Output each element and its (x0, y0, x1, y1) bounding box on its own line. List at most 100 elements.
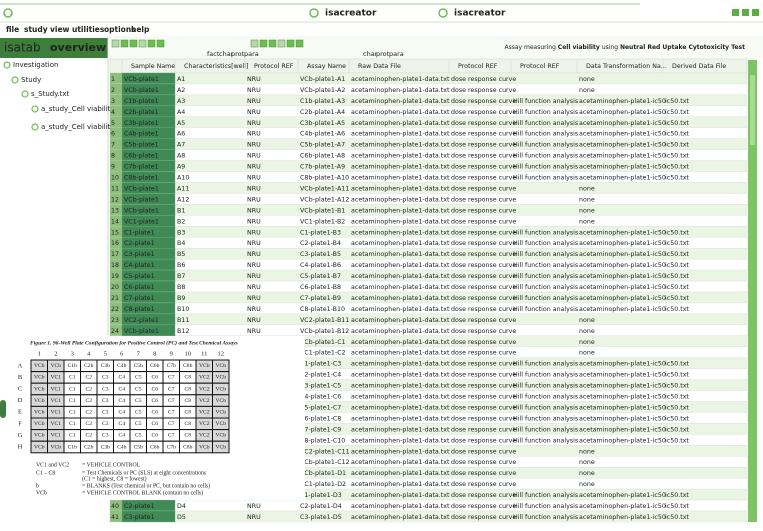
cell-text[interactable]: C3b-plate1 (124, 120, 159, 127)
cell-text[interactable]: dose response curve (451, 229, 516, 236)
side-handle[interactable] (0, 400, 6, 418)
row-number[interactable]: 40 (111, 503, 119, 510)
cell-text[interactable]: dose response curve (451, 339, 516, 346)
cell-text[interactable]: acetaminophen-plate1-ic50 (579, 240, 666, 247)
cell-text[interactable]: ic50.txt (665, 251, 689, 258)
column-header[interactable]: Derived Data File (672, 63, 726, 70)
tool-icon[interactable] (295, 39, 304, 48)
cell-text[interactable]: ic50.txt (665, 295, 689, 302)
cell-text[interactable]: dose response curve (451, 448, 516, 455)
cell-text[interactable]: NRU (247, 328, 261, 335)
row-number[interactable]: 19 (111, 273, 119, 280)
cell-text[interactable]: dose response curve (451, 492, 516, 499)
cell-text[interactable]: ic50.txt (665, 492, 689, 499)
cell-text[interactable]: ic50.txt (665, 153, 689, 160)
cell-text[interactable]: none (579, 448, 595, 455)
cell-text[interactable]: acetaminophen-plate1-ic50 (579, 175, 666, 182)
cell-text[interactable]: ic50.txt (665, 98, 689, 105)
cell-text[interactable]: C6b-plate1-A8 (300, 153, 345, 160)
cell-text[interactable]: dose response curve (451, 415, 516, 422)
row-number[interactable]: 4 (111, 109, 115, 116)
row-number[interactable]: 14 (111, 218, 119, 225)
cell-text[interactable]: Hill function analysis (513, 284, 578, 291)
cell-text[interactable]: dose response curve (451, 306, 516, 313)
row-number[interactable]: 24 (111, 328, 119, 335)
cell-text[interactable]: C6-plate1 (124, 284, 155, 291)
cell-text[interactable]: ic50.txt (665, 372, 689, 379)
cell-text[interactable]: Hill function analysis (513, 426, 578, 433)
cell-text[interactable]: Hill function analysis (513, 295, 578, 302)
cell-text[interactable]: Hill function analysis (513, 273, 578, 280)
cell-text[interactable]: acetaminophen-plate1-data.txt (351, 284, 450, 291)
cell-text[interactable]: ic50.txt (665, 361, 689, 368)
row-number[interactable]: 7 (111, 142, 115, 149)
cell-text[interactable]: Hill function analysis (513, 415, 578, 422)
row-number[interactable]: 6 (111, 131, 115, 138)
cell-text[interactable]: Hill function analysis (513, 503, 578, 510)
cell-text[interactable]: VCb-plate1-B1 (300, 207, 345, 214)
cell-text[interactable]: NRU (247, 120, 261, 127)
cell-text[interactable]: Hill function analysis (513, 514, 578, 521)
row-number[interactable]: 2 (111, 87, 115, 94)
row-number[interactable]: 10 (111, 175, 119, 182)
cell-text[interactable]: VCb-plate1-C12 (300, 459, 350, 466)
cell-text[interactable]: C7b-plate1-A9 (300, 164, 345, 171)
cell-text[interactable]: NRU (247, 142, 261, 149)
cell-text[interactable]: NRU (247, 185, 261, 192)
cell-text[interactable]: C2-plate1-D4 (300, 503, 342, 510)
cell-text[interactable]: C5b-plate1-A7 (300, 142, 345, 149)
cell-text[interactable]: NRU (247, 284, 261, 291)
cell-text[interactable]: C8b-plate1 (124, 175, 159, 182)
cell-text[interactable]: A7 (177, 142, 185, 149)
cell-text[interactable]: C3-plate1 (124, 251, 155, 258)
cell-text[interactable]: acetaminophen-plate1-data.txt (351, 350, 450, 357)
cell-text[interactable]: C3-plate1 (124, 514, 155, 521)
cell-text[interactable]: none (579, 481, 595, 488)
cell-text[interactable]: C7-plate1 (124, 295, 155, 302)
cell-text[interactable]: dose response curve (451, 262, 516, 269)
cell-text[interactable]: acetaminophen-plate1-data.txt (351, 251, 450, 258)
cell-text[interactable]: B12 (177, 328, 189, 335)
cell-text[interactable]: C3b-plate1-A5 (300, 120, 345, 127)
minimize-button[interactable] (732, 9, 739, 16)
scrollbar-thumb[interactable] (750, 75, 755, 145)
row-number[interactable]: 8 (111, 153, 115, 160)
tool-label[interactable]: fact (207, 50, 220, 58)
cell-text[interactable]: NRU (247, 295, 261, 302)
maximize-button[interactable] (742, 9, 749, 16)
cell-text[interactable]: acetaminophen-plate1-ic50 (579, 306, 666, 313)
cell-text[interactable]: NRU (247, 131, 261, 138)
cell-text[interactable]: dose response curve (451, 481, 516, 488)
cell-text[interactable]: C5-plate1-B7 (300, 273, 341, 280)
cell-text[interactable]: VC2-plate1-C11 (300, 448, 350, 455)
cell-text[interactable]: C4b-plate1-A6 (300, 131, 345, 138)
cell-text[interactable]: Hill function analysis (513, 251, 578, 258)
tool-icon[interactable] (277, 39, 286, 48)
cell-text[interactable]: A4 (177, 109, 185, 116)
row-number[interactable]: 17 (111, 251, 119, 258)
cell-text[interactable]: C6-plate1-B8 (300, 284, 341, 291)
cell-text[interactable]: A11 (177, 185, 189, 192)
tool-label[interactable]: char (363, 50, 378, 58)
row-number[interactable]: 11 (111, 185, 119, 192)
cell-text[interactable]: C2-plate1 (124, 503, 155, 510)
menu-item[interactable]: study (24, 25, 48, 34)
cell-text[interactable]: B4 (177, 240, 185, 247)
cell-text[interactable]: ic50.txt (665, 394, 689, 401)
cell-text[interactable]: acetaminophen-plate1-data.txt (351, 306, 450, 313)
cell-text[interactable]: C4b-plate1 (124, 131, 159, 138)
cell-text[interactable]: A12 (177, 196, 189, 203)
cell-text[interactable]: Hill function analysis (513, 98, 578, 105)
cell-text[interactable]: NRU (247, 98, 261, 105)
cell-text[interactable]: acetaminophen-plate1-data.txt (351, 437, 450, 444)
cell-text[interactable]: C2b-plate1 (124, 109, 159, 116)
cell-text[interactable]: acetaminophen-plate1-data.txt (351, 372, 450, 379)
cell-text[interactable]: dose response curve (451, 361, 516, 368)
cell-text[interactable]: acetaminophen-plate1-ic50 (579, 164, 666, 171)
close-button[interactable] (752, 9, 759, 16)
cell-text[interactable]: NRU (247, 503, 261, 510)
cell-text[interactable]: C8-plate1 (124, 306, 155, 313)
cell-text[interactable]: acetaminophen-plate1-ic50 (579, 295, 666, 302)
cell-text[interactable]: ic50.txt (665, 273, 689, 280)
cell-text[interactable]: acetaminophen-plate1-data.txt (351, 415, 450, 422)
